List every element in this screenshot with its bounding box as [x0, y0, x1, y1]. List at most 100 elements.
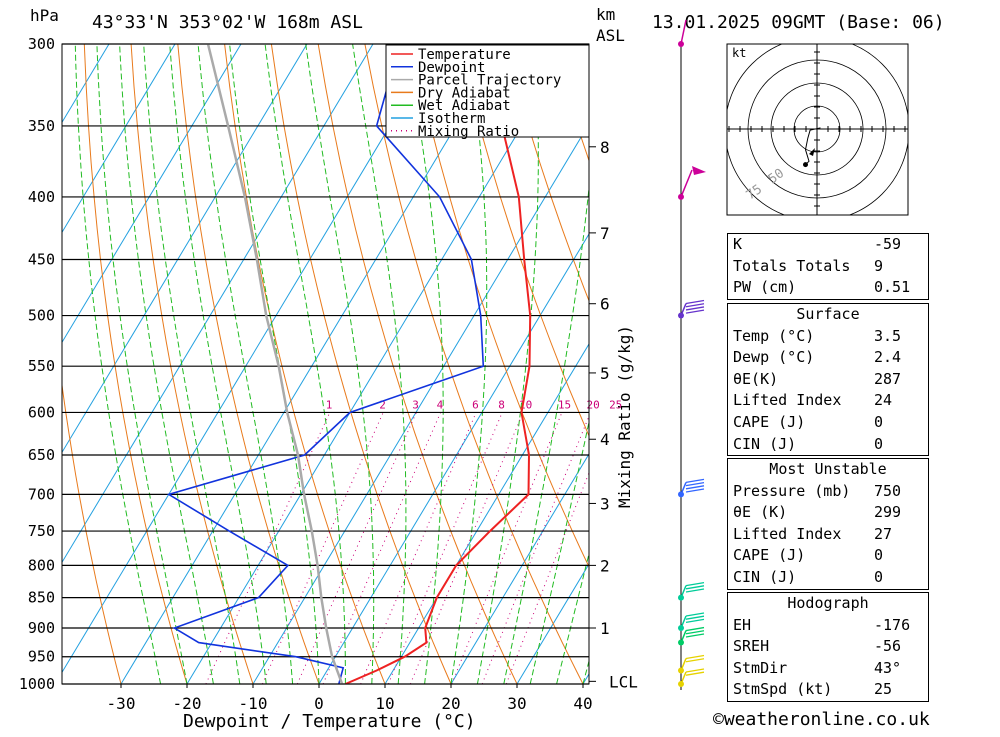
plot-frame: [61, 43, 590, 685]
date-title: 13.01.2025 09GMT (Base: 06): [652, 12, 945, 33]
wind-barb-flag: [685, 615, 705, 620]
pressure-tick-label: 300: [28, 35, 55, 53]
stat-value: -59: [874, 235, 902, 253]
wet-adiabat-line: [503, 183, 589, 684]
x-axis-title: Dewpoint / Temperature (°C): [183, 711, 476, 732]
pressure-tick-label: 800: [28, 556, 55, 574]
wind-barb-flag: [685, 626, 705, 632]
stat-value: 287: [874, 369, 902, 388]
legend-label: Dewpoint: [418, 60, 485, 76]
km-tick-label: 1: [600, 619, 610, 638]
pressure-tick-label: 350: [28, 117, 55, 135]
mixing-ratio-tick-label: 3: [412, 398, 419, 411]
stat-row: CAPE (J) 0: [728, 412, 928, 434]
legend-label: Isotherm: [418, 111, 485, 127]
wind-barb-shaft: [680, 19, 687, 45]
wind-barb-flag: [685, 618, 705, 624]
series-temperature: [345, 44, 532, 684]
stat-row: CIN (J) 0: [728, 567, 928, 589]
stat-value: 27: [874, 524, 893, 543]
site-credit[interactable]: ©weatheronline.co.uk: [713, 709, 930, 730]
stat-key: Temp (°C): [733, 326, 815, 345]
wind-barb-flag: [685, 633, 705, 638]
wind-barb-flag: [685, 485, 705, 490]
stat-key: Pressure (mb): [733, 481, 851, 500]
mixing-ratio-tick-label: 8: [498, 398, 505, 411]
temperature-tick-label: 10: [375, 694, 394, 713]
wind-barb-flag: [685, 488, 705, 493]
pressure-tick-label: 450: [28, 251, 55, 269]
stat-key: CIN (J): [733, 434, 797, 453]
stat-key: θE(K): [733, 369, 779, 388]
stat-row: PW (cm) 0.51: [728, 277, 928, 299]
dry-adiabat-line: [270, 44, 452, 684]
mixing-ratio-line: [360, 412, 477, 684]
mixing-ratio-line: [451, 412, 563, 684]
mixing-ratio-tick-label: 15: [558, 398, 571, 411]
pressure-isobars: [62, 43, 589, 685]
km-tick-label: 5: [600, 364, 610, 383]
stat-row: Totals Totals 9: [728, 256, 928, 278]
stat-value: 0.51: [874, 278, 911, 297]
wind-barb-shaft: [680, 658, 687, 671]
mixing-ratio-tick-label: 6: [472, 398, 479, 411]
stat-row: Pressure (mb) 750: [728, 481, 928, 503]
wind-barb-flag: [685, 588, 705, 593]
wet-adiabat-line: [476, 44, 539, 684]
stat-value: -176: [874, 615, 911, 634]
wind-barb-flag: [685, 306, 705, 311]
dry-adiabat-line: [224, 44, 386, 684]
km-tick-label: 4: [600, 430, 610, 449]
pressure-unit-label: hPa: [30, 6, 59, 25]
storm-motion-marker: [809, 148, 815, 156]
mixing-ratio-line: [205, 412, 331, 684]
wet-adiabat-line: [143, 44, 241, 684]
hodograph-title: Hodograph: [787, 594, 869, 612]
legend-label: Temperature: [418, 47, 511, 63]
wet-adiabat-line: [119, 44, 214, 684]
mixing-ratio-axis-title: Mixing Ratio (g/kg): [615, 325, 634, 508]
isotherm-line: [318, 233, 589, 684]
stat-value: 0: [874, 412, 884, 431]
wind-barb-flag: [685, 581, 705, 587]
stat-value: 24: [874, 391, 893, 410]
mixing-ratio-line: [261, 412, 384, 684]
km-tick-label: 3: [600, 494, 610, 513]
dry-adiabat-line: [177, 44, 320, 684]
location-title: 43°33'N 353°02'W 168m ASL: [92, 12, 363, 33]
wet-adiabat-line: [450, 44, 488, 684]
wind-barb-shaft: [680, 169, 693, 198]
wind-barb-flag: [685, 299, 705, 305]
isotherm-line: [516, 563, 589, 684]
most-unstable-title: Most Unstable: [769, 460, 887, 478]
pressure-tick-label: 950: [28, 648, 55, 666]
temperature-axis: -30 -20 -10 0 10 20 30 40: [107, 684, 593, 713]
stat-value: 9: [874, 256, 884, 275]
temperature-tick-label: 30: [507, 694, 526, 713]
hodograph-plot: [727, 44, 908, 215]
legend-label: Dry Adiabat: [418, 85, 511, 101]
stats-surface-table: Surface Temp (°C) 3.5 Dewp (°C) 2.4 θE(K) 287…: [727, 303, 929, 457]
wind-barb-flag: [685, 585, 705, 590]
series-parcel-trajectory: [206, 44, 344, 684]
isotherm-line: [186, 44, 572, 684]
wind-barb-flag: [685, 612, 705, 617]
stat-row: θE (K) 299: [728, 502, 928, 524]
km-tick-label: 7: [600, 224, 610, 243]
stat-value: 43°: [874, 658, 902, 677]
stats-indices-table: K -59 Totals Totals 9 PW (cm) 0.51: [727, 233, 929, 300]
stat-row: SREH -56: [728, 636, 928, 658]
stat-key: θE (K): [733, 503, 788, 522]
stat-value: 0: [874, 434, 884, 453]
isotherm-line: [252, 123, 589, 684]
mixing-ratio-line: [296, 412, 417, 684]
legend-label: Mixing Ratio: [418, 124, 519, 140]
stat-value: 0: [874, 567, 884, 586]
stat-key: Totals Totals: [733, 256, 851, 275]
dry-adiabat-line: [83, 44, 188, 684]
wind-barb-flag: [685, 309, 705, 314]
isotherm-line: [62, 44, 440, 674]
wet-adiabat-line: [406, 44, 444, 684]
wet-adiabat-line: [96, 44, 188, 684]
